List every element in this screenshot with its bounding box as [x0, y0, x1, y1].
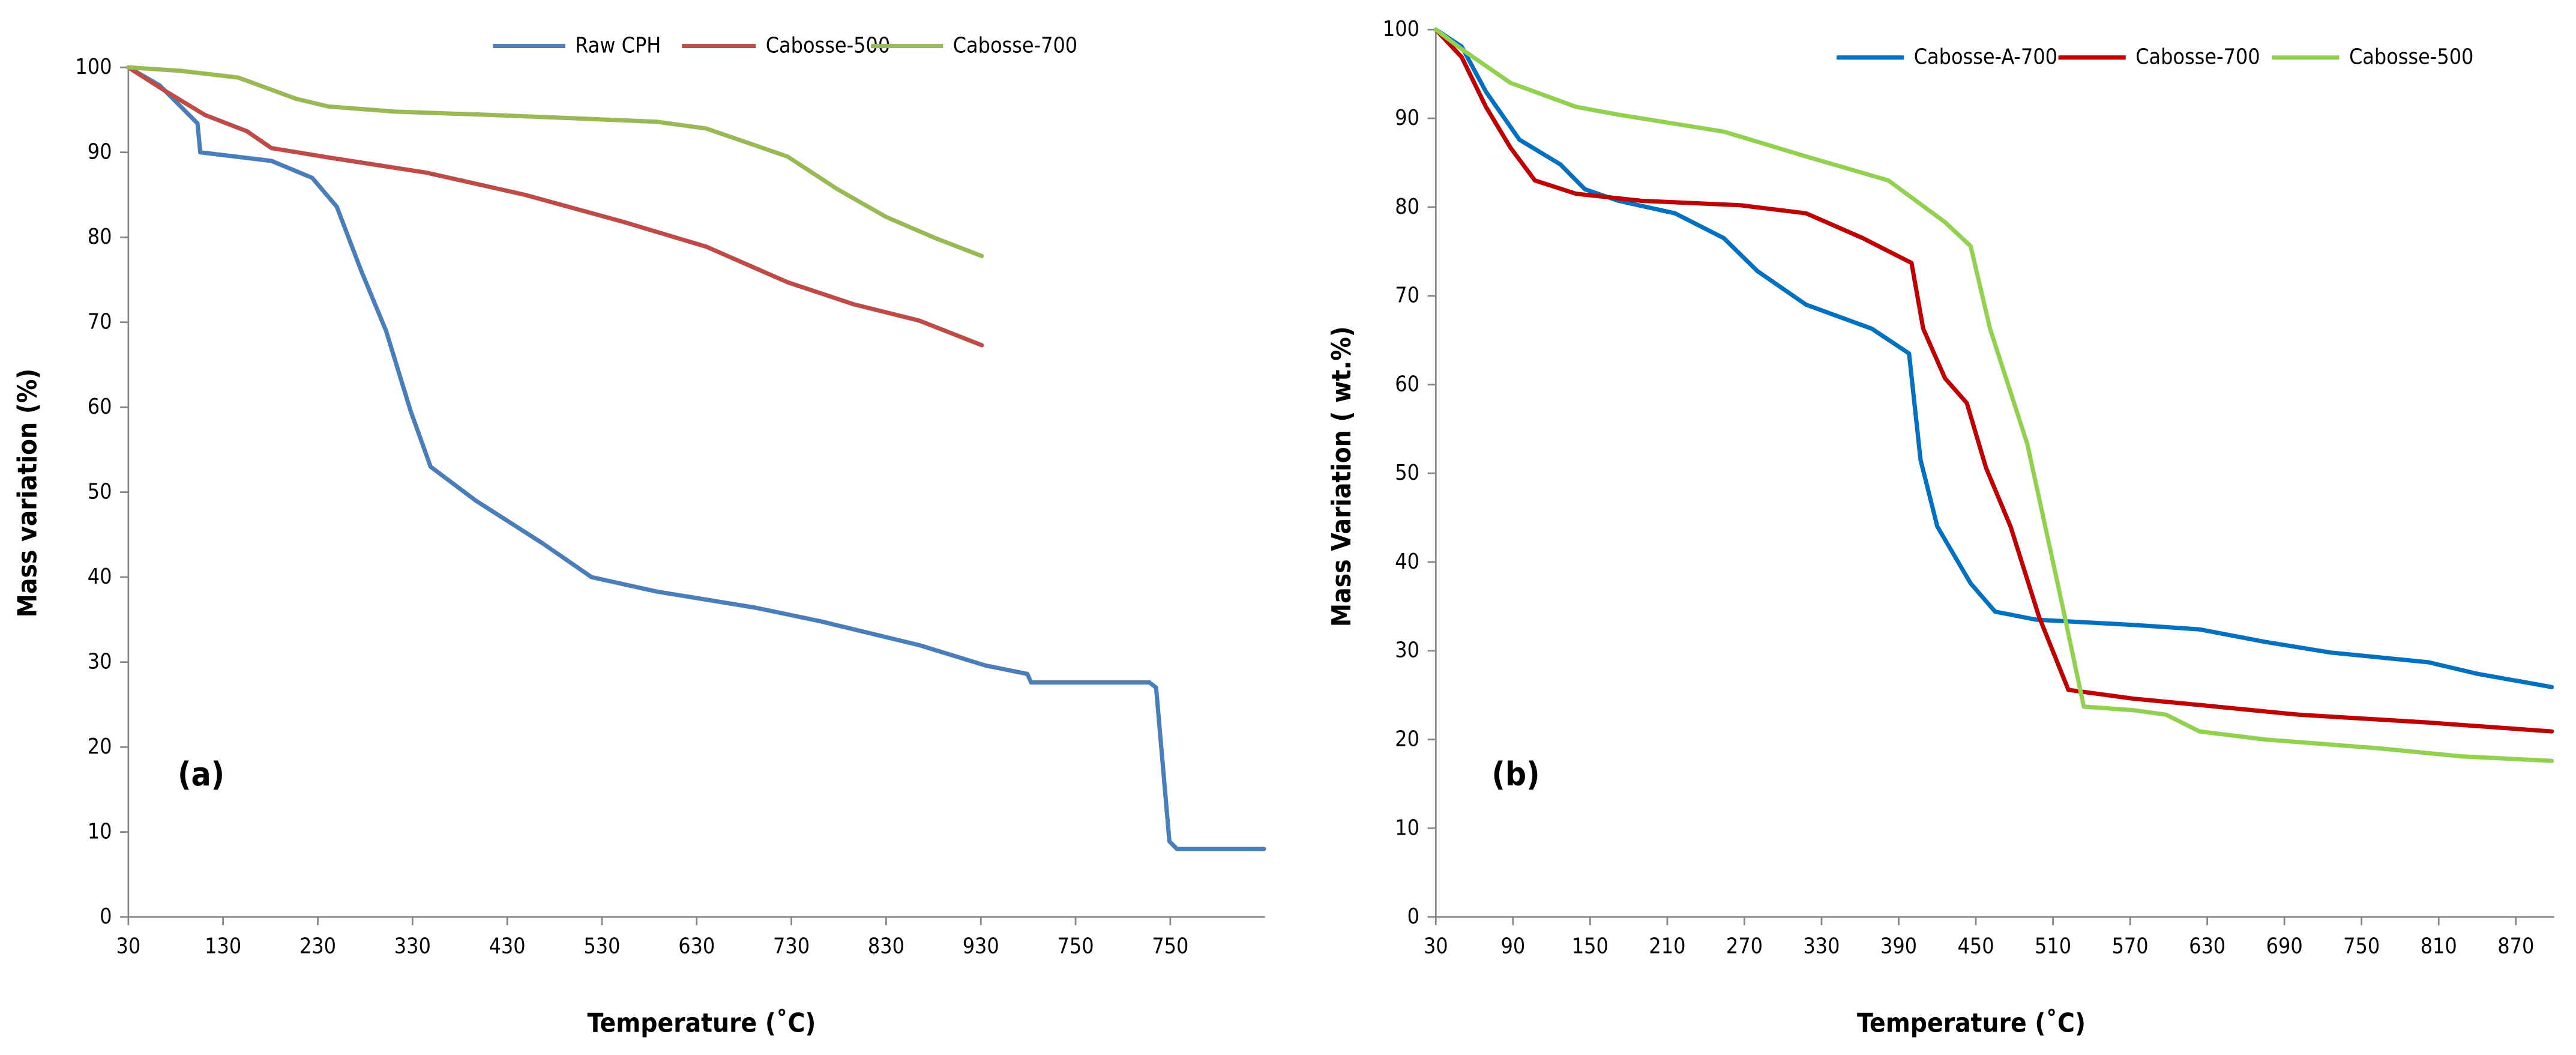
x-tick-label: 130 [205, 934, 241, 958]
x-tick-label: 90 [1500, 934, 1525, 958]
y-tick-label: 30 [1395, 638, 1419, 663]
panel-label: (a) [178, 755, 224, 793]
y-tick-label: 60 [88, 394, 112, 419]
y-tick-label: 100 [1383, 17, 1419, 41]
series-line-raw-cph [126, 65, 1266, 851]
legend-entry: Cabosse-700 [953, 34, 1077, 58]
y-tick-label: 40 [88, 564, 112, 589]
x-tick-label: 750 [1152, 934, 1188, 958]
y-tick-label: 0 [1407, 904, 1419, 929]
legend-entry: Cabosse-500 [2349, 45, 2473, 70]
x-tick-label: 30 [116, 934, 140, 958]
x-tick-label: 30 [1424, 934, 1448, 958]
x-tick-label: 930 [963, 934, 999, 958]
y-tick-label: 40 [1395, 549, 1419, 574]
x-tick-label: 750 [1058, 934, 1094, 958]
y-tick-label: 30 [88, 650, 112, 674]
x-tick-label: 630 [678, 934, 715, 958]
x-tick-label: 750 [2343, 934, 2380, 958]
chart-b: 0 10 20 30 40 50 60 70 80 90 100 30 90 150 210 270 330 39… [1326, 17, 2555, 1039]
x-tick-label: 230 [299, 934, 336, 958]
y-tick-label: 60 [1395, 372, 1419, 396]
y-tick-label: 0 [100, 904, 112, 929]
series-line-cabosse-700 [1433, 27, 2554, 734]
y-tick-label: 10 [1395, 815, 1419, 840]
x-tick-label: 510 [2035, 934, 2071, 958]
x-tick-label: 530 [583, 934, 620, 958]
y-tick-label: 20 [88, 734, 112, 759]
x-tick-label: 810 [2421, 934, 2457, 958]
x-tick-label: 330 [394, 934, 431, 958]
x-tick-label: 570 [2112, 934, 2149, 958]
x-tick-label: 870 [2497, 934, 2534, 958]
x-tick-label: 270 [1726, 934, 1763, 958]
x-tick-label: 690 [2266, 934, 2303, 958]
x-axis-title: Temperature (˚C) [1857, 1008, 2086, 1039]
x-tick-label: 430 [489, 934, 526, 958]
y-axis-title: Mass variation (%) [13, 369, 43, 618]
x-tick-label: 150 [1572, 934, 1608, 958]
x-tick-label: 830 [868, 934, 904, 958]
x-tick-label: 450 [1958, 934, 1994, 958]
x-tick-label: 330 [1803, 934, 1840, 958]
legend-entry: Cabosse-A-700 [1914, 45, 2057, 70]
y-tick-label: 90 [88, 140, 112, 165]
legend-entry: Raw CPH [575, 34, 661, 58]
x-tick-label: 730 [773, 934, 810, 958]
y-tick-label: 90 [1395, 106, 1419, 130]
y-tick-label: 80 [88, 225, 112, 249]
legend-entry: Cabosse-700 [2135, 45, 2260, 70]
y-tick-label: 50 [1395, 461, 1419, 485]
y-tick-label: 70 [88, 310, 112, 334]
x-tick-label: 630 [2189, 934, 2225, 958]
chart-a: 0 10 20 30 40 50 60 70 80 90 100 30 130 230 330 430 530 6… [13, 34, 1266, 1039]
series-line-cabosse-a-700 [1433, 27, 2554, 689]
x-tick-label: 390 [1880, 934, 1917, 958]
series-line-cabosse-700 [126, 65, 984, 258]
panel-label: (b) [1491, 755, 1539, 793]
y-tick-label: 100 [75, 55, 112, 79]
x-axis-title: Temperature (˚C) [588, 1008, 816, 1039]
x-tick-label: 210 [1649, 934, 1685, 958]
y-tick-label: 20 [1395, 727, 1419, 751]
y-tick-label: 80 [1395, 195, 1419, 219]
series-line-cabosse-500 [126, 65, 984, 348]
legend-entry: Cabosse-500 [766, 34, 890, 58]
y-axis-title: Mass Variation ( wt.%) [1326, 326, 1357, 627]
y-tick-label: 10 [88, 820, 112, 844]
y-tick-label: 50 [88, 480, 112, 504]
series-line-cabosse-500 [1433, 27, 2554, 763]
y-tick-label: 70 [1395, 283, 1419, 308]
